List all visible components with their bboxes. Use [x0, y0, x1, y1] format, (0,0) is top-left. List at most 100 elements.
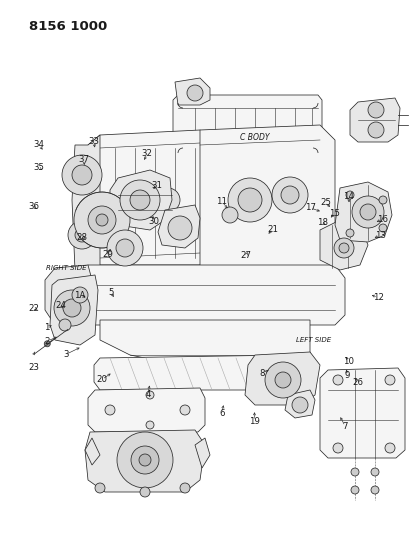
Text: 31: 31	[152, 181, 162, 190]
Polygon shape	[195, 438, 210, 468]
Polygon shape	[158, 205, 200, 248]
Circle shape	[346, 191, 354, 199]
Circle shape	[281, 186, 299, 204]
Circle shape	[156, 188, 180, 212]
Circle shape	[360, 204, 376, 220]
Text: 2: 2	[44, 337, 50, 345]
Text: 18: 18	[317, 219, 328, 227]
Text: 9: 9	[344, 372, 350, 380]
Circle shape	[333, 375, 343, 385]
Text: 17: 17	[305, 204, 316, 212]
Text: 15: 15	[330, 209, 340, 217]
Circle shape	[339, 243, 349, 253]
Polygon shape	[85, 438, 100, 465]
Text: 29: 29	[102, 251, 113, 259]
Text: 33: 33	[88, 137, 99, 146]
Circle shape	[107, 230, 143, 266]
Circle shape	[44, 341, 50, 347]
Polygon shape	[72, 135, 100, 280]
Circle shape	[140, 487, 150, 497]
Text: 10: 10	[343, 357, 354, 366]
Circle shape	[72, 287, 88, 303]
Text: 24: 24	[55, 302, 66, 310]
Circle shape	[120, 180, 160, 220]
Text: 11: 11	[217, 197, 227, 206]
Text: 3: 3	[63, 350, 69, 359]
Text: 14: 14	[343, 192, 354, 200]
Circle shape	[228, 178, 272, 222]
Circle shape	[292, 397, 308, 413]
Polygon shape	[100, 320, 310, 365]
Text: 28: 28	[76, 233, 87, 241]
Circle shape	[72, 165, 92, 185]
Polygon shape	[88, 388, 205, 432]
Text: 1: 1	[44, 324, 50, 332]
Text: 7: 7	[342, 422, 348, 431]
Text: 20: 20	[97, 375, 107, 384]
Circle shape	[352, 196, 384, 228]
Circle shape	[62, 155, 102, 195]
Circle shape	[74, 192, 130, 248]
Polygon shape	[85, 430, 205, 492]
Text: 26: 26	[352, 378, 363, 387]
Circle shape	[238, 188, 262, 212]
Circle shape	[120, 190, 140, 210]
Circle shape	[368, 122, 384, 138]
Circle shape	[346, 229, 354, 237]
Text: 22: 22	[28, 304, 39, 312]
Polygon shape	[320, 220, 368, 270]
Circle shape	[379, 196, 387, 204]
Text: 12: 12	[373, 293, 383, 302]
Polygon shape	[350, 98, 400, 142]
Text: 34: 34	[34, 141, 44, 149]
Circle shape	[368, 102, 384, 118]
Text: RIGHT SIDE: RIGHT SIDE	[46, 264, 86, 271]
Circle shape	[95, 483, 105, 493]
Polygon shape	[78, 265, 345, 325]
Circle shape	[105, 405, 115, 415]
Circle shape	[180, 483, 190, 493]
Polygon shape	[245, 352, 320, 405]
Polygon shape	[173, 95, 322, 160]
Circle shape	[131, 446, 159, 474]
Circle shape	[371, 486, 379, 494]
Circle shape	[146, 421, 154, 429]
Circle shape	[265, 362, 301, 398]
Text: 8: 8	[259, 369, 265, 377]
Text: 4: 4	[145, 390, 151, 399]
Text: 37: 37	[79, 156, 90, 164]
Circle shape	[139, 454, 151, 466]
Text: 8156 1000: 8156 1000	[29, 20, 107, 33]
Polygon shape	[110, 170, 172, 230]
Circle shape	[371, 468, 379, 476]
Text: 13: 13	[375, 231, 386, 240]
Circle shape	[168, 216, 192, 240]
Polygon shape	[200, 125, 335, 280]
Circle shape	[333, 443, 343, 453]
Text: 32: 32	[142, 149, 152, 158]
Text: 36: 36	[28, 203, 39, 211]
Circle shape	[116, 239, 134, 257]
Text: 21: 21	[268, 225, 279, 233]
Circle shape	[63, 299, 81, 317]
Text: 27: 27	[240, 252, 251, 260]
Polygon shape	[320, 368, 405, 458]
Text: 35: 35	[34, 164, 44, 172]
Polygon shape	[50, 275, 98, 345]
Text: 23: 23	[28, 364, 39, 372]
Circle shape	[222, 207, 238, 223]
Circle shape	[351, 468, 359, 476]
Polygon shape	[335, 182, 392, 242]
Circle shape	[130, 190, 150, 210]
Circle shape	[112, 182, 148, 218]
Circle shape	[180, 405, 190, 415]
Circle shape	[68, 221, 96, 249]
Text: 1A: 1A	[74, 292, 86, 300]
Circle shape	[385, 375, 395, 385]
Text: 30: 30	[149, 217, 159, 225]
Text: 6: 6	[219, 409, 225, 417]
Circle shape	[59, 319, 71, 331]
Circle shape	[146, 391, 154, 399]
Circle shape	[275, 372, 291, 388]
Circle shape	[351, 486, 359, 494]
